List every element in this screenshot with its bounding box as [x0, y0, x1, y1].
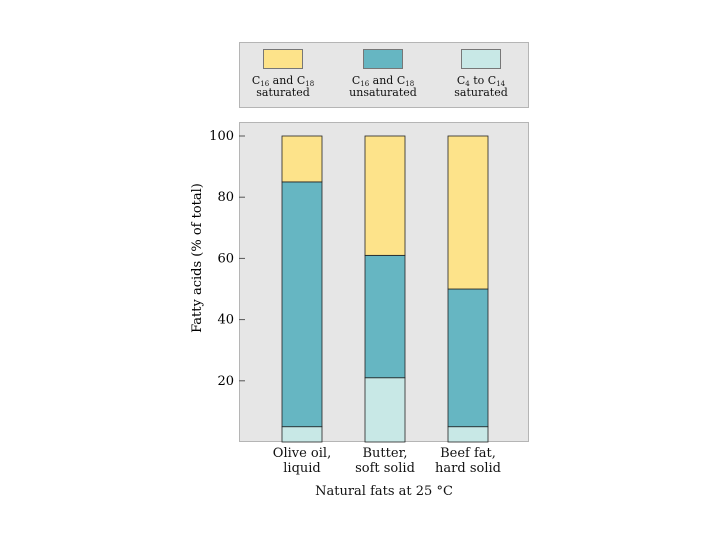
- bar-segment-1-1: [281, 426, 323, 443]
- legend-label-line1: C16 and C18: [251, 74, 315, 88]
- bar-segment-2-3: [364, 135, 406, 256]
- bar-segment-2-1: [364, 377, 406, 443]
- bar-segment-1-3: [281, 135, 323, 183]
- legend-swatch: [263, 49, 303, 69]
- bar-segment-2-2: [364, 254, 406, 379]
- x-axis-label: Natural fats at 25 °C: [315, 484, 453, 499]
- y-tick-label-100: 100: [209, 129, 234, 144]
- x-category-label-1: Olive oil, liquid: [272, 446, 332, 476]
- legend-label-line2: saturated: [256, 86, 310, 99]
- x-category-label-3: Beef fat, hard solid: [435, 446, 501, 476]
- bar-segment-3-2: [447, 288, 489, 428]
- legend-label-line2: saturated: [454, 86, 508, 99]
- y-tick-label-40: 40: [217, 313, 234, 328]
- bar-segment-1-2: [281, 181, 323, 428]
- bar-segment-3-3: [447, 135, 489, 290]
- legend-item-1: C16 and C18 saturated: [235, 49, 331, 99]
- legend-item-2: C16 and C18 unsaturated: [335, 49, 431, 99]
- legend-label-line2: unsaturated: [349, 86, 417, 99]
- legend-label-line1: C16 and C18: [351, 74, 415, 88]
- y-tick-label-20: 20: [217, 374, 234, 389]
- y-tick-label-60: 60: [217, 251, 234, 266]
- bar-segment-3-1: [447, 426, 489, 443]
- y-axis-label: Fatty acids (% of total): [190, 183, 205, 333]
- legend-label-line1: C4 to C14: [456, 74, 506, 88]
- legend-swatch: [461, 49, 501, 69]
- legend-item-3: C4 to C14 saturated: [433, 49, 529, 99]
- y-tick-label-80: 80: [217, 190, 234, 205]
- legend-swatch: [363, 49, 403, 69]
- x-category-label-2: Butter, soft solid: [355, 446, 415, 476]
- chart-legend: C16 and C18 saturated C16 and C18 unsaturat…: [239, 42, 529, 108]
